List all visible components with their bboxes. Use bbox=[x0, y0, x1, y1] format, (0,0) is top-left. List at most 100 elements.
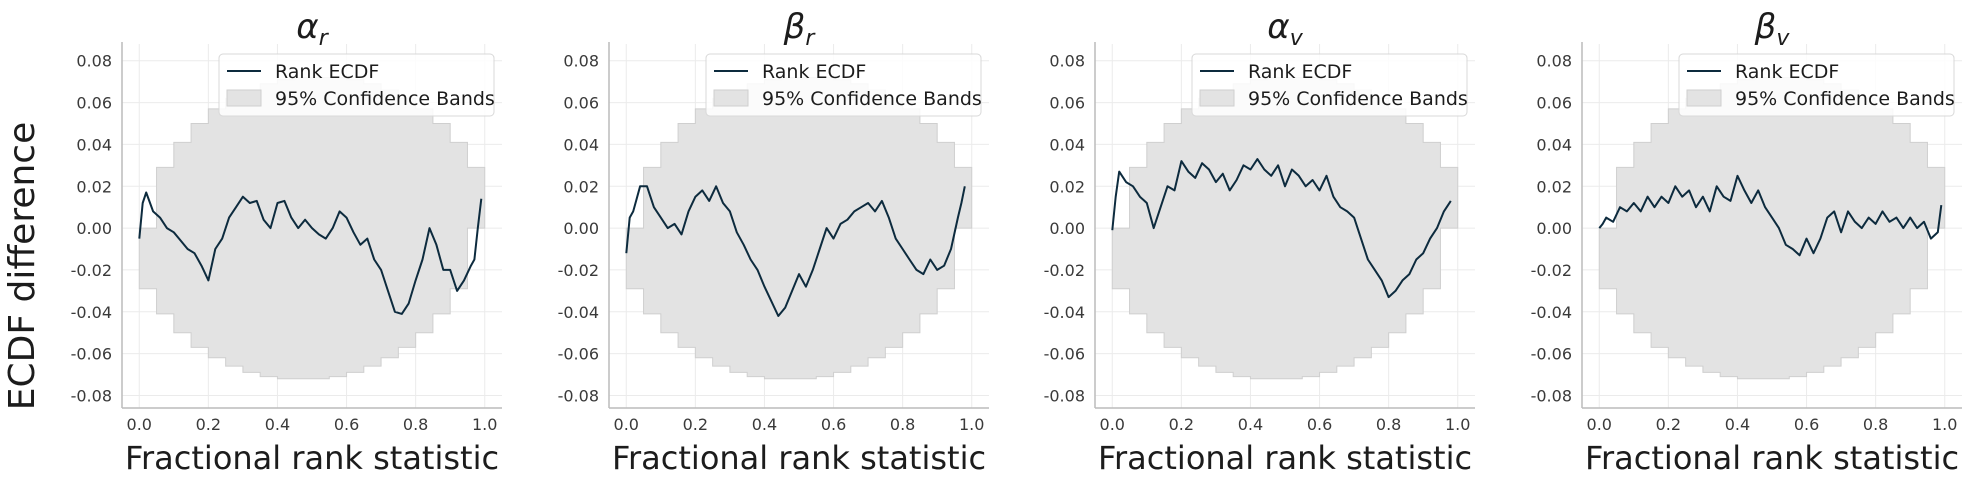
chart-0-title: αr bbox=[296, 7, 329, 51]
chart-1-legend-line-label: Rank ECDF bbox=[762, 61, 866, 83]
chart-0-xtick-3: 0.6 bbox=[334, 415, 359, 434]
chart-0-panel: 0.0 0.2 0.4 0.6 0.8 1.0 0.08 0.06 0.04 0.02 0.00 -0… bbox=[71, 7, 502, 477]
chart-0-xtick-5: 1.0 bbox=[472, 415, 497, 434]
chart-2-ytick-0: 0.08 bbox=[1049, 52, 1085, 71]
chart-0-legend-band-swatch bbox=[226, 89, 262, 107]
chart-1-legend-box bbox=[705, 53, 982, 117]
chart-2-xtick-3: 0.6 bbox=[1307, 415, 1332, 434]
chart-1-title: βr bbox=[783, 7, 817, 51]
chart-3-xtick-2: 0.4 bbox=[1725, 415, 1750, 434]
chart-0-ytick-4: 0.00 bbox=[76, 219, 112, 238]
chart-2-legend-line-label: Rank ECDF bbox=[1248, 61, 1352, 83]
chart-3-panel: 0.0 0.2 0.4 0.6 0.8 1.0 0.08 0.06 0.04 0.02 0.00 -0… bbox=[1531, 7, 1962, 477]
chart-0-ytick-2: 0.04 bbox=[76, 135, 112, 154]
chart-3-ytick-5: -0.02 bbox=[1531, 261, 1572, 280]
chart-3-ytick-7: -0.06 bbox=[1531, 345, 1572, 364]
chart-2-legend-band-label: 95% Confidence Bands bbox=[1248, 88, 1468, 110]
chart-2-xtick-4: 0.8 bbox=[1376, 415, 1401, 434]
chart-3-xtick-5: 1.0 bbox=[1932, 415, 1957, 434]
chart-1-xtick-3: 0.6 bbox=[821, 415, 846, 434]
chart-0-ytick-7: -0.06 bbox=[71, 345, 112, 364]
chart-3-xlabel: Fractional rank statistic bbox=[1585, 439, 1959, 477]
chart-0-xtick-0: 0.0 bbox=[127, 415, 152, 434]
chart-3-ytick-6: -0.04 bbox=[1531, 303, 1572, 322]
chart-2-xlabel: Fractional rank statistic bbox=[1098, 439, 1472, 477]
chart-2-ytick-8: -0.08 bbox=[1044, 386, 1085, 405]
chart-0-xtick-1: 0.2 bbox=[196, 415, 221, 434]
chart-0-ecdf-line bbox=[138, 191, 483, 315]
chart-1-ytick-1: 0.06 bbox=[563, 94, 599, 113]
chart-0-legend: Rank ECDF 95% Confidence Bands bbox=[218, 53, 495, 117]
chart-0-xtick-4: 0.8 bbox=[403, 415, 428, 434]
chart-1-ytick-5: -0.02 bbox=[558, 261, 599, 280]
chart-0-ytick-6: -0.04 bbox=[71, 303, 112, 322]
chart-2-ytick-5: -0.02 bbox=[1044, 261, 1085, 280]
chart-2-xtick-2: 0.4 bbox=[1238, 415, 1263, 434]
figure-ylabel: ECDF difference bbox=[2, 122, 43, 410]
chart-1-xtick-0: 0.0 bbox=[614, 415, 639, 434]
chart-1-ytick-2: 0.04 bbox=[563, 135, 599, 154]
chart-1-ytick-3: 0.02 bbox=[563, 177, 599, 196]
chart-1-xtick-4: 0.8 bbox=[890, 415, 915, 434]
chart-2-xtick-5: 1.0 bbox=[1445, 415, 1470, 434]
chart-3-legend-band-label: 95% Confidence Bands bbox=[1735, 88, 1955, 110]
chart-1-xtick-1: 0.2 bbox=[683, 415, 708, 434]
chart-0-ytick-8: -0.08 bbox=[71, 386, 112, 405]
chart-1-xtick-5: 1.0 bbox=[959, 415, 984, 434]
chart-2-xtick-0: 0.0 bbox=[1100, 415, 1125, 434]
chart-2-confidence-band bbox=[1111, 76, 1459, 380]
chart-2-legend-band-swatch bbox=[1199, 89, 1235, 107]
chart-3-ytick-1: 0.06 bbox=[1536, 94, 1572, 113]
chart-1-panel: 0.0 0.2 0.4 0.6 0.8 1.0 0.08 0.06 0.04 0.02 0.00 -0… bbox=[558, 7, 989, 477]
chart-1-ytick-4: 0.00 bbox=[563, 219, 599, 238]
chart-3-ytick-8: -0.08 bbox=[1531, 386, 1572, 405]
chart-2-ytick-3: 0.02 bbox=[1049, 177, 1085, 196]
chart-1-ytick-7: -0.06 bbox=[558, 345, 599, 364]
chart-2-legend: Rank ECDF 95% Confidence Bands bbox=[1191, 53, 1468, 117]
chart-1-xtick-2: 0.4 bbox=[752, 415, 777, 434]
chart-0-ytick-3: 0.02 bbox=[76, 177, 112, 196]
chart-0-legend-line-label: Rank ECDF bbox=[275, 61, 379, 83]
chart-3-legend: Rank ECDF 95% Confidence Bands bbox=[1678, 53, 1955, 117]
chart-2-xtick-1: 0.2 bbox=[1169, 415, 1194, 434]
chart-3-xtick-4: 0.8 bbox=[1863, 415, 1888, 434]
chart-3-title: βv bbox=[1754, 7, 1791, 51]
chart-1-legend-band-label: 95% Confidence Bands bbox=[762, 88, 982, 110]
chart-3-ytick-2: 0.04 bbox=[1536, 135, 1572, 154]
chart-1-ytick-8: -0.08 bbox=[558, 386, 599, 405]
chart-3-confidence-band bbox=[1598, 76, 1946, 380]
chart-1-ecdf-line bbox=[625, 185, 966, 317]
chart-3-ytick-4: 0.00 bbox=[1536, 219, 1572, 238]
chart-3-xtick-0: 0.0 bbox=[1587, 415, 1612, 434]
chart-2-ytick-6: -0.04 bbox=[1044, 303, 1085, 322]
chart-0-legend-box bbox=[218, 53, 495, 117]
chart-0-xlabel: Fractional rank statistic bbox=[125, 439, 499, 477]
chart-3-legend-box bbox=[1678, 53, 1955, 117]
chart-0-ytick-5: -0.02 bbox=[71, 261, 112, 280]
chart-1-legend-band-swatch bbox=[713, 89, 749, 107]
chart-1-legend: Rank ECDF 95% Confidence Bands bbox=[705, 53, 982, 117]
chart-2-ytick-2: 0.04 bbox=[1049, 135, 1085, 154]
chart-3-ecdf-line bbox=[1598, 174, 1943, 257]
chart-2-ecdf-line bbox=[1111, 158, 1452, 299]
chart-3-legend-band-swatch bbox=[1686, 89, 1722, 107]
chart-0-legend-band-label: 95% Confidence Bands bbox=[275, 88, 495, 110]
chart-2-title: αv bbox=[1267, 7, 1303, 51]
chart-2-panel: 0.0 0.2 0.4 0.6 0.8 1.0 0.08 0.06 0.04 0.02 0.00 -0… bbox=[1044, 7, 1475, 477]
chart-0-xtick-2: 0.4 bbox=[265, 415, 290, 434]
chart-2-ytick-1: 0.06 bbox=[1049, 94, 1085, 113]
chart-2-ytick-7: -0.06 bbox=[1044, 345, 1085, 364]
chart-3-xtick-3: 0.6 bbox=[1794, 415, 1819, 434]
chart-3-ytick-0: 0.08 bbox=[1536, 52, 1572, 71]
chart-0-ytick-1: 0.06 bbox=[76, 94, 112, 113]
chart-0-ytick-0: 0.08 bbox=[76, 52, 112, 71]
chart-1-xlabel: Fractional rank statistic bbox=[612, 439, 986, 477]
chart-3-ytick-3: 0.02 bbox=[1536, 177, 1572, 196]
chart-3-xtick-1: 0.2 bbox=[1656, 415, 1681, 434]
chart-2-ytick-4: 0.00 bbox=[1049, 219, 1085, 238]
chart-1-ytick-0: 0.08 bbox=[563, 52, 599, 71]
chart-1-ytick-6: -0.04 bbox=[558, 303, 599, 322]
chart-3-legend-line-label: Rank ECDF bbox=[1735, 61, 1839, 83]
